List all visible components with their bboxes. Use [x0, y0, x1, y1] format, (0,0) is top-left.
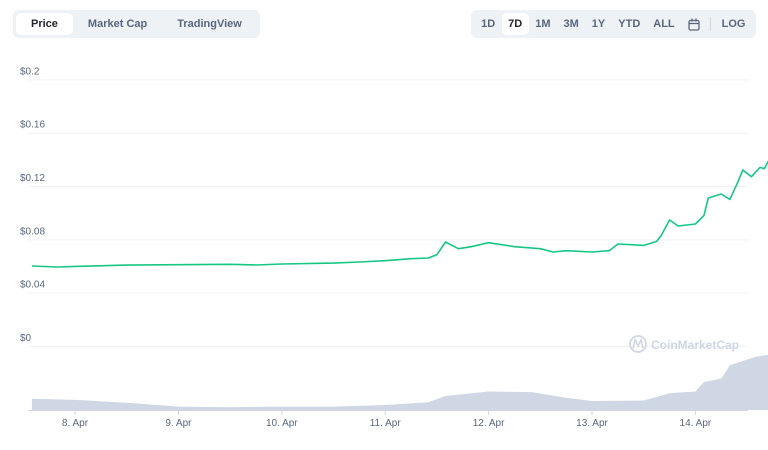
y-tick-label: $0.2 [20, 66, 40, 77]
x-tick-label: 11. Apr [370, 418, 402, 429]
x-tick-label: 8. Apr [62, 418, 89, 429]
x-tick-label: 12. Apr [473, 418, 505, 429]
x-tick-label: 13. Apr [576, 418, 608, 429]
y-tick-label: $0.04 [20, 280, 45, 291]
tab-tradingview[interactable]: TradingView [177, 18, 242, 30]
calendar-icon[interactable] [681, 13, 706, 35]
range-ytd[interactable]: YTD [618, 18, 641, 30]
x-tick-label: 14. Apr [680, 418, 712, 429]
range-1d[interactable]: 1D [481, 18, 496, 30]
range-all[interactable]: ALL [653, 18, 675, 30]
y-tick-label: $0.08 [20, 226, 45, 237]
range-7d[interactable]: 7D [501, 13, 529, 35]
tab-market-cap[interactable]: Market Cap [87, 18, 148, 30]
coinmarketcap-logo-icon [629, 335, 647, 353]
x-tick-label: 9. Apr [165, 418, 192, 429]
log-scale-toggle[interactable]: LOG [721, 18, 746, 30]
range-3m[interactable]: 3M [563, 18, 579, 30]
y-tick-label: $0.16 [20, 120, 45, 131]
volume-area [31, 354, 768, 410]
divider [710, 17, 712, 31]
coinmarketcap-logo-mark [632, 337, 644, 349]
x-tick-label: 10. Apr [266, 418, 298, 429]
y-tick-label: $0.12 [20, 173, 45, 184]
tab-price[interactable]: Price [16, 13, 73, 35]
y-tick-label: $0 [20, 333, 32, 344]
range-1m[interactable]: 1M [535, 18, 551, 30]
range-1y[interactable]: 1Y [591, 18, 606, 30]
time-range-selector: 1D 7D 1M 3M 1Y YTD ALL LOG [470, 10, 756, 38]
chart-type-tabs: Price Market Cap TradingView [13, 10, 260, 38]
watermark: CoinMarketCap [651, 338, 739, 352]
price-line [31, 160, 768, 268]
